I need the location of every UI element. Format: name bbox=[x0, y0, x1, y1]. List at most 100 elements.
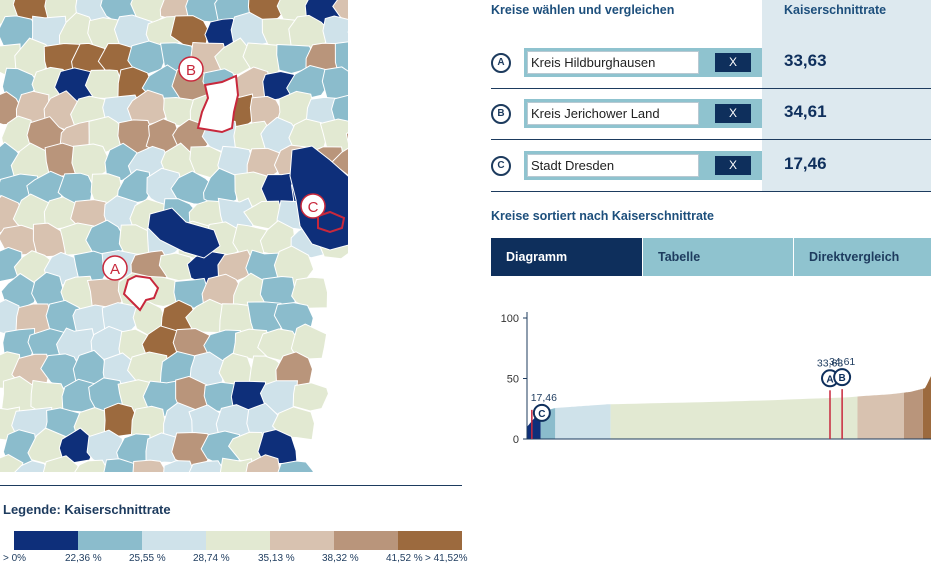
map-marker-c-label: C bbox=[308, 199, 319, 216]
remove-button-c[interactable]: X bbox=[715, 156, 751, 175]
legend-swatch bbox=[206, 531, 270, 550]
map-region[interactable] bbox=[321, 66, 348, 102]
region-input-a[interactable]: Kreis Hildburghausen bbox=[527, 51, 699, 74]
chart-area-band bbox=[903, 388, 923, 439]
region-select-a: Kreis Hildburghausen X bbox=[524, 48, 762, 77]
map-region[interactable] bbox=[292, 382, 330, 412]
chart-highlight-badge-label: A bbox=[826, 374, 833, 385]
legend-label: 35,13 % bbox=[258, 553, 295, 564]
map[interactable]: B C A bbox=[0, 0, 348, 472]
region-outline-a[interactable] bbox=[122, 274, 160, 312]
chart-y-tick-label: 50 bbox=[507, 374, 519, 386]
remove-button-a[interactable]: X bbox=[715, 53, 751, 72]
map-region[interactable] bbox=[160, 460, 195, 472]
sorted-title: Kreise sortiert nach Kaiserschnittrate bbox=[491, 209, 715, 223]
legend-label: 28,74 % bbox=[193, 553, 230, 564]
map-region[interactable] bbox=[319, 118, 348, 156]
chart-highlight-badge bbox=[833, 368, 852, 387]
map-region[interactable] bbox=[322, 15, 348, 49]
legend-swatch bbox=[270, 531, 334, 550]
map-region[interactable] bbox=[11, 460, 48, 472]
chart-highlight-badge bbox=[532, 403, 551, 422]
map-region[interactable] bbox=[291, 276, 329, 309]
region-outline-c[interactable] bbox=[317, 210, 346, 234]
badge-c: C bbox=[491, 156, 511, 176]
tab-diagramm[interactable]: Diagramm bbox=[491, 238, 642, 276]
badge-a: A bbox=[491, 53, 511, 73]
legend-label: 41,52 % bbox=[386, 553, 423, 564]
sorted-chart-svg: 0 50 100 C 17,46 A 33,63 B 34,61 bbox=[501, 312, 931, 446]
compare-row-a: A Kreis Hildburghausen X 33,63 bbox=[491, 38, 931, 89]
map-region[interactable] bbox=[42, 455, 80, 472]
rate-value-b: 34,61 bbox=[784, 102, 827, 121]
row-divider bbox=[491, 88, 931, 89]
rate-value-a: 33,63 bbox=[784, 51, 827, 70]
map-region[interactable] bbox=[345, 119, 348, 151]
rate-column-header: Kaiserschnittrate bbox=[784, 3, 887, 17]
map-region[interactable] bbox=[219, 457, 255, 472]
legend-swatch bbox=[142, 531, 206, 550]
rate-column-background bbox=[762, 0, 931, 192]
region-input-b[interactable]: Kreis Jerichower Land bbox=[527, 102, 699, 125]
map-region[interactable] bbox=[132, 459, 168, 472]
region-select-b: Kreis Jerichower Land X bbox=[524, 99, 762, 128]
legend-title: Legende: Kaiserschnittrate bbox=[3, 502, 171, 517]
map-region[interactable] bbox=[58, 427, 96, 466]
badge-b: B bbox=[491, 104, 511, 124]
legend-swatch bbox=[14, 531, 78, 550]
map-region[interactable] bbox=[84, 69, 124, 99]
sorted-chart: 0 50 100 C 17,46 A 33,63 B 34,61 bbox=[491, 306, 931, 452]
map-marker-a-label: A bbox=[110, 261, 120, 278]
chart-y-tick-label: 100 bbox=[501, 313, 519, 325]
rate-value-c: 17,46 bbox=[784, 154, 827, 173]
legend-label: > 41,52% bbox=[425, 553, 468, 564]
chart-highlight-badge-label: B bbox=[839, 373, 846, 384]
row-divider bbox=[491, 191, 931, 192]
legend-labels: > 0% 22,36 % 25,55 % 28,74 % 35,13 % 38,32 % 4… bbox=[0, 553, 475, 567]
chart-highlight-value-label: 34,61 bbox=[829, 356, 855, 368]
map-region[interactable] bbox=[245, 454, 284, 472]
legend-divider bbox=[0, 485, 462, 486]
map-region[interactable] bbox=[332, 0, 348, 23]
region-input-c[interactable]: Stadt Dresden bbox=[527, 154, 699, 177]
legend-label: 25,55 % bbox=[129, 553, 166, 564]
map-region[interactable] bbox=[72, 459, 112, 472]
map-region[interactable] bbox=[103, 458, 142, 472]
map-region[interactable] bbox=[203, 167, 238, 209]
legend-swatch bbox=[398, 531, 462, 550]
map-marker-b[interactable]: B bbox=[178, 56, 204, 82]
legend-swatch bbox=[334, 531, 398, 550]
chart-highlight-value-label: 17,46 bbox=[531, 392, 557, 404]
legend-swatch bbox=[78, 531, 142, 550]
map-marker-c[interactable]: C bbox=[300, 193, 326, 219]
map-region[interactable] bbox=[0, 453, 24, 472]
map-marker-b-label: B bbox=[186, 62, 196, 79]
map-region[interactable] bbox=[290, 323, 328, 360]
chart-highlight-badge-label: C bbox=[538, 409, 545, 420]
map-region[interactable] bbox=[187, 460, 228, 472]
map-region[interactable] bbox=[147, 207, 221, 259]
chart-area-band bbox=[555, 404, 611, 439]
legend-label: 38,32 % bbox=[322, 553, 359, 564]
chart-y-tick-label: 0 bbox=[513, 434, 519, 446]
row-divider bbox=[491, 139, 931, 140]
map-region[interactable] bbox=[286, 64, 332, 101]
map-regions[interactable] bbox=[0, 0, 348, 472]
remove-button-b[interactable]: X bbox=[715, 104, 751, 123]
map-marker-a[interactable]: A bbox=[102, 255, 128, 281]
legend-label: 22,36 % bbox=[65, 553, 102, 564]
map-boundaries bbox=[122, 74, 346, 312]
map-region[interactable] bbox=[276, 460, 314, 472]
legend-label: > 0% bbox=[3, 553, 27, 564]
region-outline-b[interactable] bbox=[196, 74, 240, 134]
chart-highlight-value-label: 33,63 bbox=[817, 357, 843, 369]
map-region[interactable] bbox=[288, 14, 330, 53]
chart-area-band bbox=[610, 396, 858, 439]
chart-area-band bbox=[922, 376, 931, 439]
region-map[interactable]: B C A bbox=[0, 0, 348, 472]
tab-direktvergleich[interactable]: Direktvergleich bbox=[793, 238, 931, 276]
compare-row-b: B Kreis Jerichower Land X 34,61 bbox=[491, 89, 931, 140]
compare-row-c: C Stadt Dresden X 17,46 bbox=[491, 141, 931, 192]
tab-tabelle[interactable]: Tabelle bbox=[642, 238, 793, 276]
map-region[interactable] bbox=[0, 272, 38, 310]
